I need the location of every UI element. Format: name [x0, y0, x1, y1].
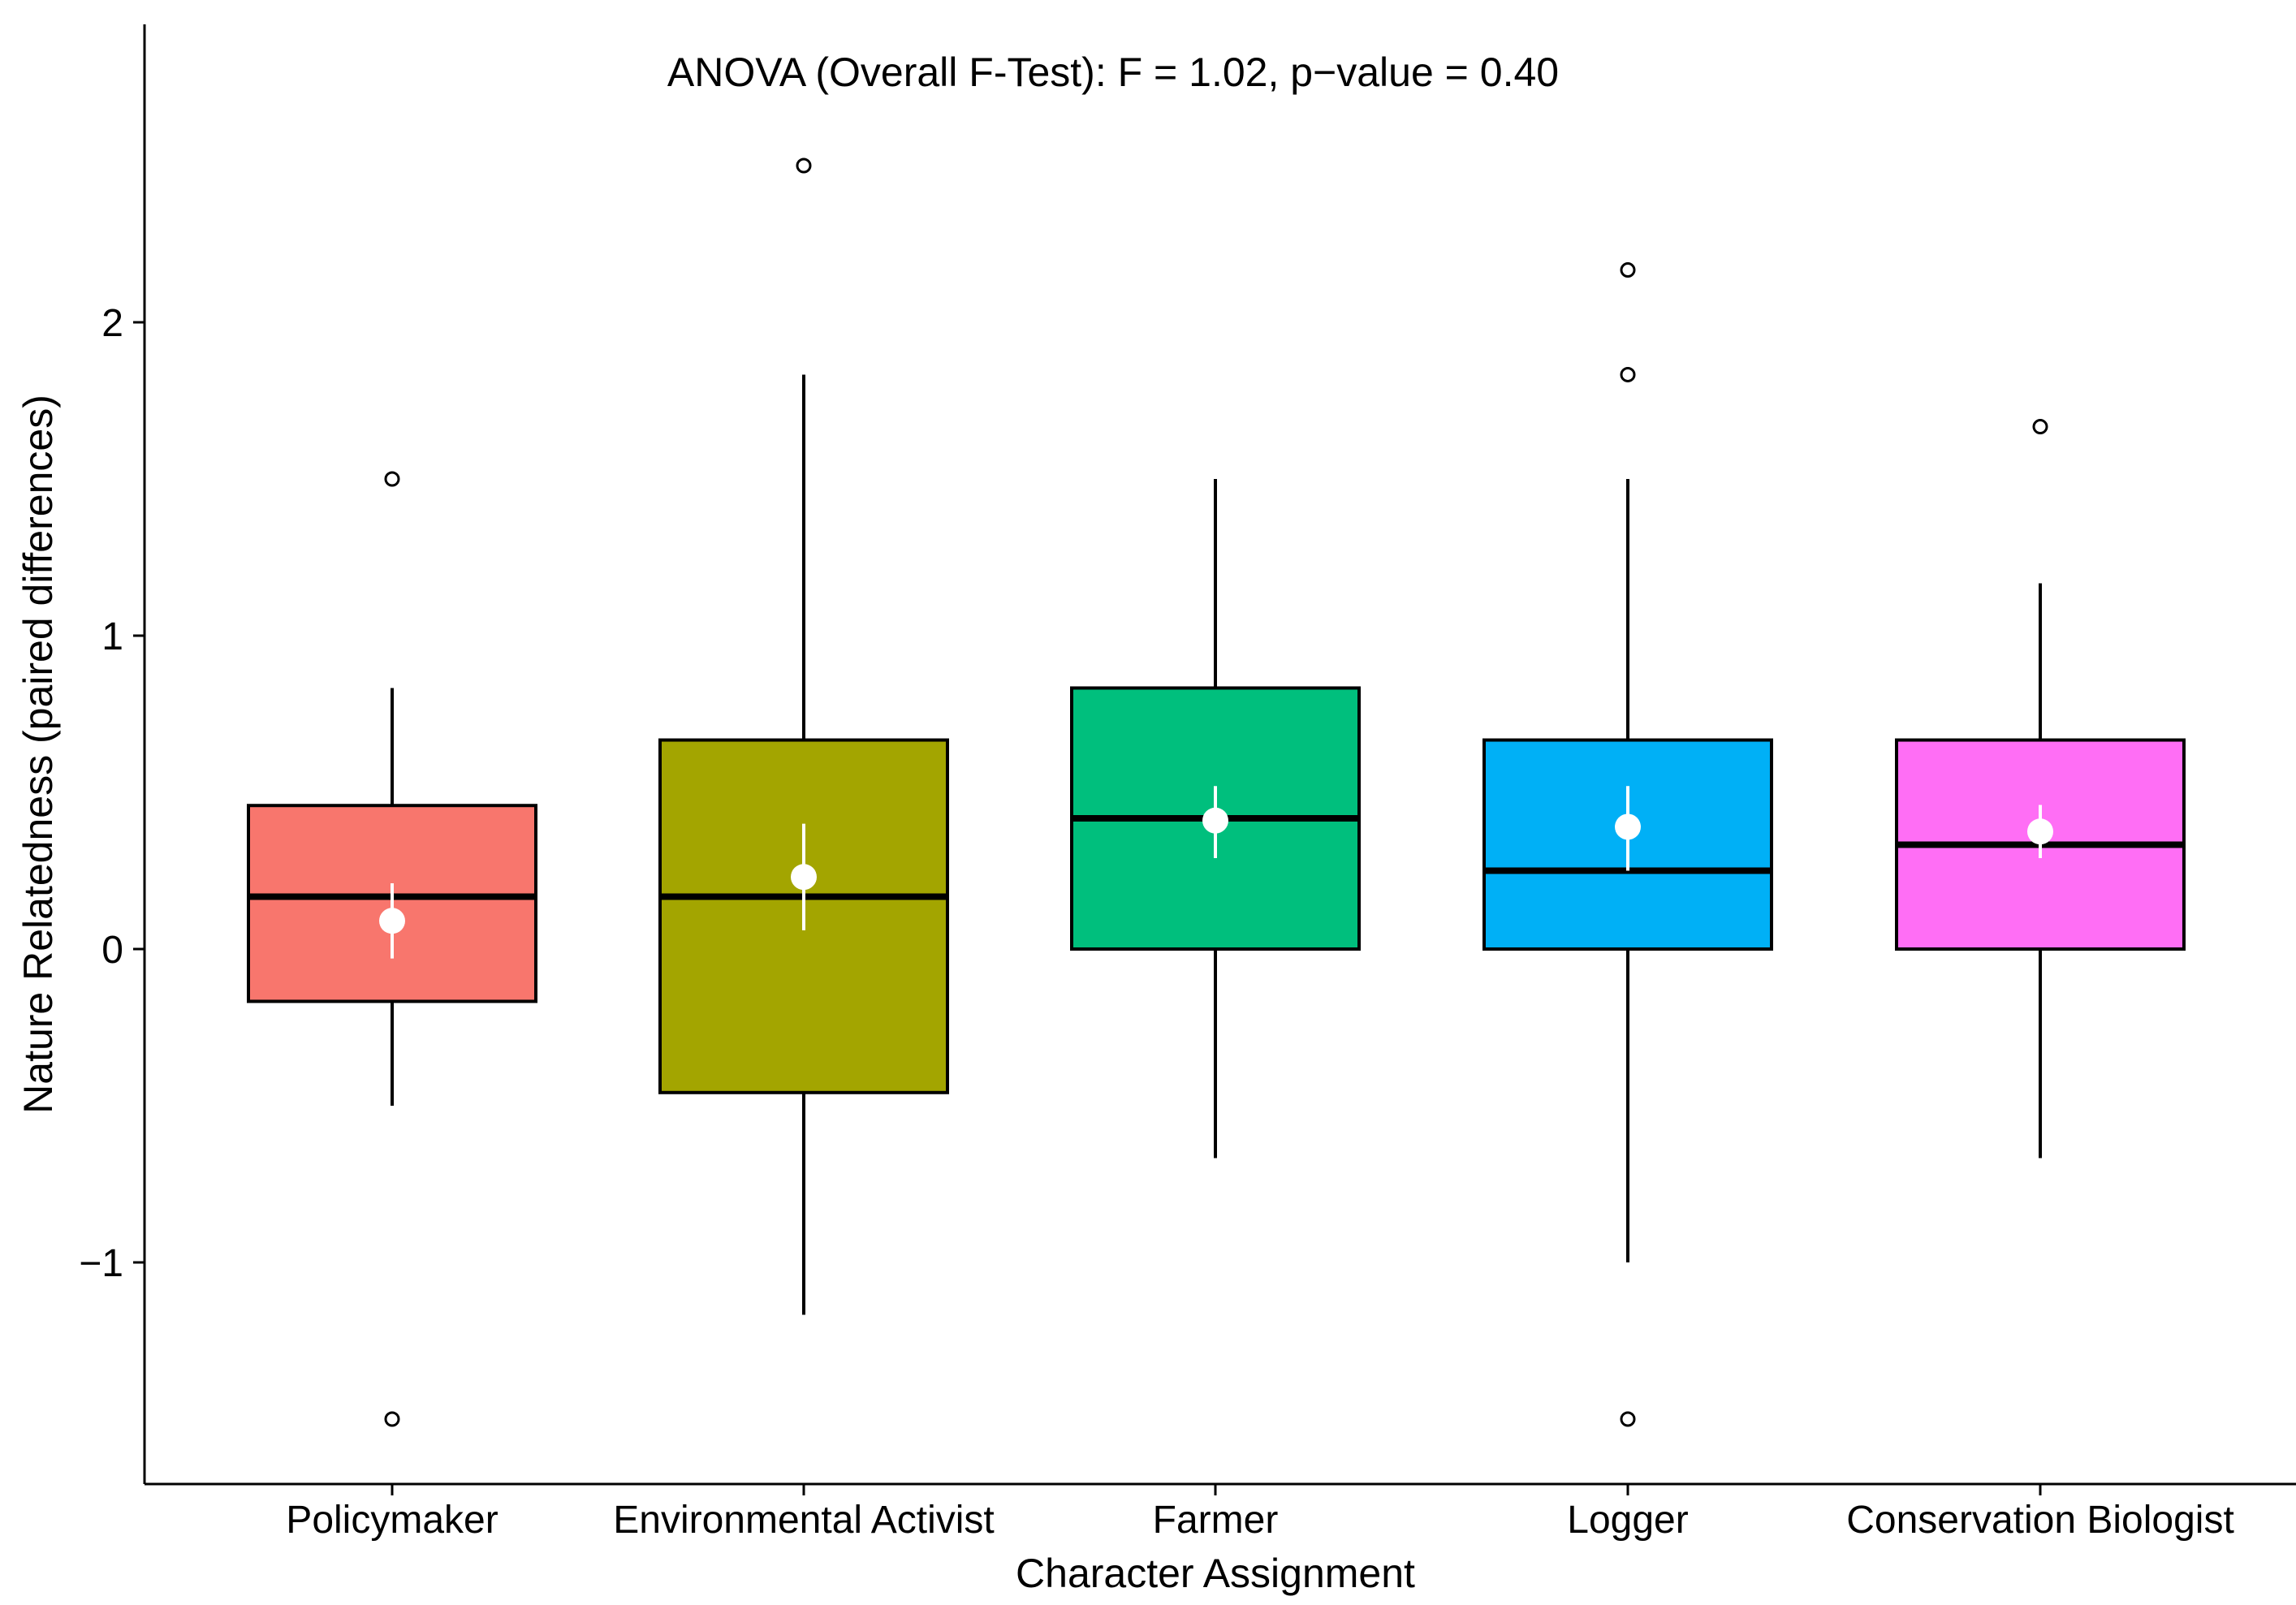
y-tick-label: 2	[101, 302, 123, 345]
y-axis-title: Nature Relatedness (paired differences)	[15, 395, 61, 1114]
x-axis-title: Character Assignment	[1016, 1551, 1415, 1596]
mean-point	[791, 864, 817, 891]
outlier-point	[1620, 1411, 1636, 1427]
box-group-policymaker	[247, 471, 537, 1427]
box-group-logger	[1482, 262, 1773, 1427]
y-tick-label: 0	[101, 929, 123, 972]
outlier-point	[1620, 262, 1636, 278]
mean-point	[379, 908, 405, 934]
mean-point	[1615, 813, 1641, 840]
mean-point	[1202, 807, 1228, 834]
x-tick-label: Farmer	[1153, 1499, 1279, 1542]
box-group-farmer	[1070, 479, 1361, 1158]
x-tick-label: Conservation Biologist	[1846, 1499, 2234, 1542]
y-tick-label: −1	[79, 1242, 123, 1285]
x-axis-ticks: Policymaker Environmental Activist Farmer L…	[286, 1484, 2234, 1542]
outlier-point	[796, 157, 812, 174]
outlier-point	[384, 471, 400, 487]
y-tick-label: 1	[101, 615, 123, 658]
x-tick-label: Policymaker	[286, 1499, 498, 1542]
y-axis-ticks: −1 0 1 2	[79, 302, 145, 1285]
outlier-point	[384, 1411, 400, 1427]
outlier-point	[1620, 366, 1636, 382]
box-group-conservation-biologist	[1895, 419, 2186, 1158]
x-tick-label: Logger	[1567, 1499, 1688, 1542]
outlier-point	[2032, 419, 2048, 435]
box-group-environmental-activist	[658, 157, 949, 1315]
chart-title: ANOVA (Overall F-Test): F = 1.02, p−valu…	[667, 50, 1559, 95]
x-tick-label: Environmental Activist	[613, 1499, 995, 1542]
mean-point	[2027, 818, 2053, 845]
plot-area	[247, 157, 2186, 1427]
